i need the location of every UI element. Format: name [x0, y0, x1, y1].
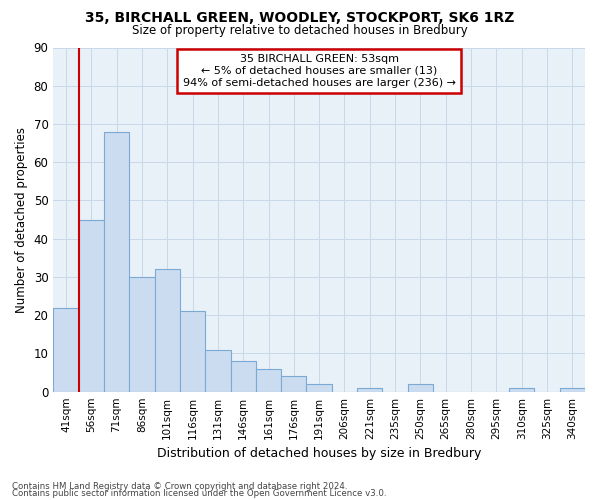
Bar [205, 350, 230, 392]
Bar [129, 277, 155, 392]
Bar [256, 368, 281, 392]
Bar [357, 388, 382, 392]
Bar [53, 308, 79, 392]
Text: 35, BIRCHALL GREEN, WOODLEY, STOCKPORT, SK6 1RZ: 35, BIRCHALL GREEN, WOODLEY, STOCKPORT, … [85, 11, 515, 25]
Bar [180, 312, 205, 392]
Bar [408, 384, 433, 392]
X-axis label: Distribution of detached houses by size in Bredbury: Distribution of detached houses by size … [157, 447, 481, 460]
Bar [155, 270, 180, 392]
Bar [509, 388, 535, 392]
Bar [307, 384, 332, 392]
Bar [79, 220, 104, 392]
Bar [230, 361, 256, 392]
Bar [281, 376, 307, 392]
Bar [104, 132, 129, 392]
Text: 35 BIRCHALL GREEN: 53sqm
← 5% of detached houses are smaller (13)
94% of semi-de: 35 BIRCHALL GREEN: 53sqm ← 5% of detache… [182, 54, 455, 88]
Y-axis label: Number of detached properties: Number of detached properties [15, 126, 28, 312]
Text: Contains public sector information licensed under the Open Government Licence v3: Contains public sector information licen… [12, 489, 386, 498]
Bar [560, 388, 585, 392]
Text: Contains HM Land Registry data © Crown copyright and database right 2024.: Contains HM Land Registry data © Crown c… [12, 482, 347, 491]
Text: Size of property relative to detached houses in Bredbury: Size of property relative to detached ho… [132, 24, 468, 37]
